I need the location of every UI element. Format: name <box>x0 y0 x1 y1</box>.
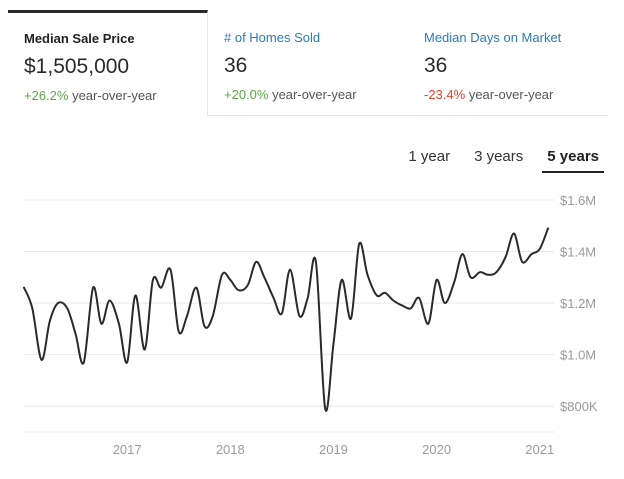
metric-change-row: +20.0% year-over-year <box>224 87 408 103</box>
metric-change-suffix: year-over-year <box>468 87 554 102</box>
x-tick-label: 2017 <box>113 442 142 457</box>
metric-tab-median-sale-price[interactable]: Median Sale Price $1,505,000 +26.2% year… <box>8 10 208 116</box>
metric-change-row: +26.2% year-over-year <box>24 88 207 104</box>
metric-tab-homes-sold[interactable]: # of Homes Sold 36 +20.0% year-over-year <box>208 10 408 116</box>
time-range-selector: 1 year 3 years 5 years <box>389 146 604 173</box>
metric-tab-median-days-on-market[interactable]: Median Days on Market 36 -23.4% year-ove… <box>408 10 608 116</box>
metric-change-suffix: year-over-year <box>72 88 157 103</box>
metric-label: # of Homes Sold <box>224 30 321 45</box>
x-axis-ticks: 2017 2018 2019 2020 2021 <box>113 442 555 457</box>
y-tick-label: $1.2M <box>560 296 596 311</box>
y-tick-label: $800K <box>560 399 598 414</box>
metric-value: $1,505,000 <box>24 55 130 78</box>
price-line-chart: $800K$1.0M$1.2M$1.4M$1.6M 2017 2018 2019 20… <box>23 193 598 457</box>
metric-change-value: +26.2% <box>24 88 69 103</box>
chart-grid <box>24 199 554 433</box>
metric-change-row: -23.4% year-over-year <box>424 87 608 103</box>
metric-value: 36 <box>424 54 448 77</box>
y-tick-label: $1.0M <box>560 348 596 363</box>
metric-label: Median Sale Price <box>24 31 135 46</box>
metrics-tabs: Median Sale Price $1,505,000 +26.2% year… <box>8 10 608 116</box>
x-tick-label: 2020 <box>422 442 451 457</box>
range-5-years[interactable]: 5 years <box>542 146 604 173</box>
metric-change-value: +20.0% <box>224 87 269 102</box>
y-tick-label: $1.4M <box>560 245 596 260</box>
metric-value: 36 <box>224 54 248 77</box>
series-line <box>23 227 549 412</box>
metric-label: Median Days on Market <box>424 30 562 45</box>
y-tick-label: $1.6M <box>560 193 596 208</box>
metric-change-value: -23.4% <box>424 87 466 102</box>
x-tick-label: 2019 <box>319 442 348 457</box>
range-3-years[interactable]: 3 years <box>474 148 524 165</box>
x-tick-label: 2018 <box>216 442 245 457</box>
range-1-year[interactable]: 1 year <box>408 148 451 165</box>
metric-change-suffix: year-over-year <box>272 87 357 102</box>
x-tick-label: 2021 <box>525 442 554 457</box>
y-axis-ticks: $800K $1.0M $1.2M $1.4M $1.6M <box>560 193 598 414</box>
